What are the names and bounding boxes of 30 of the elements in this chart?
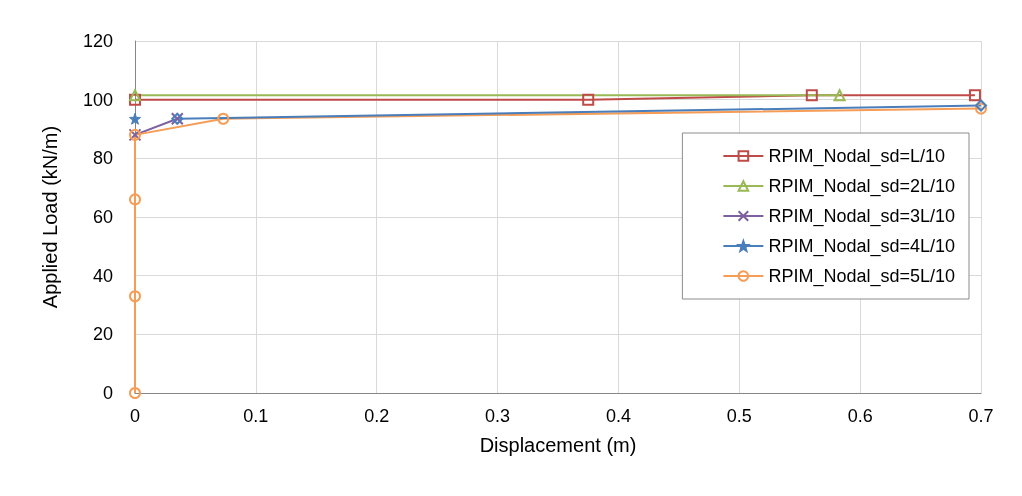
y-tick-label: 100 [82,89,113,110]
point [582,93,595,106]
legend-label: RPIM_Nodal_sd=L/10 [768,146,945,167]
point [129,112,141,125]
legend-label: RPIM_Nodal_sd=5L/10 [768,266,956,287]
point [805,89,818,102]
x-tick-label: 0.2 [364,406,390,426]
y-tick-label: 40 [92,265,113,286]
point [129,387,141,399]
y-tick-label: 0 [102,383,113,403]
y-tick-label: 120 [82,31,113,51]
point [968,89,981,102]
x-tick-label: 0.5 [726,406,752,426]
point [217,112,230,125]
y-tick-label: 80 [92,148,113,169]
x-tick-label: 0.4 [605,406,631,426]
x-tick-label: 0.6 [847,406,873,426]
point [129,290,141,303]
legend-label: RPIM_Nodal_sd=2L/10 [768,176,956,197]
y-axis-title: Applied Load (kN/m) [39,125,61,309]
legend-label: RPIM_Nodal_sd=4L/10 [768,236,956,257]
x-tick-label: 0.7 [968,406,994,426]
x-tick-label: 0 [129,406,141,426]
y-tick-label: 20 [92,324,113,345]
legend-label: RPIM_Nodal_sd=3L/10 [768,206,956,227]
x-tick-label: 0.3 [485,406,511,426]
y-tick-label: 60 [92,207,113,227]
x-axis-title: Displacement (m) [479,434,637,456]
x-tick-label: 0.1 [243,406,269,426]
point [129,193,141,206]
